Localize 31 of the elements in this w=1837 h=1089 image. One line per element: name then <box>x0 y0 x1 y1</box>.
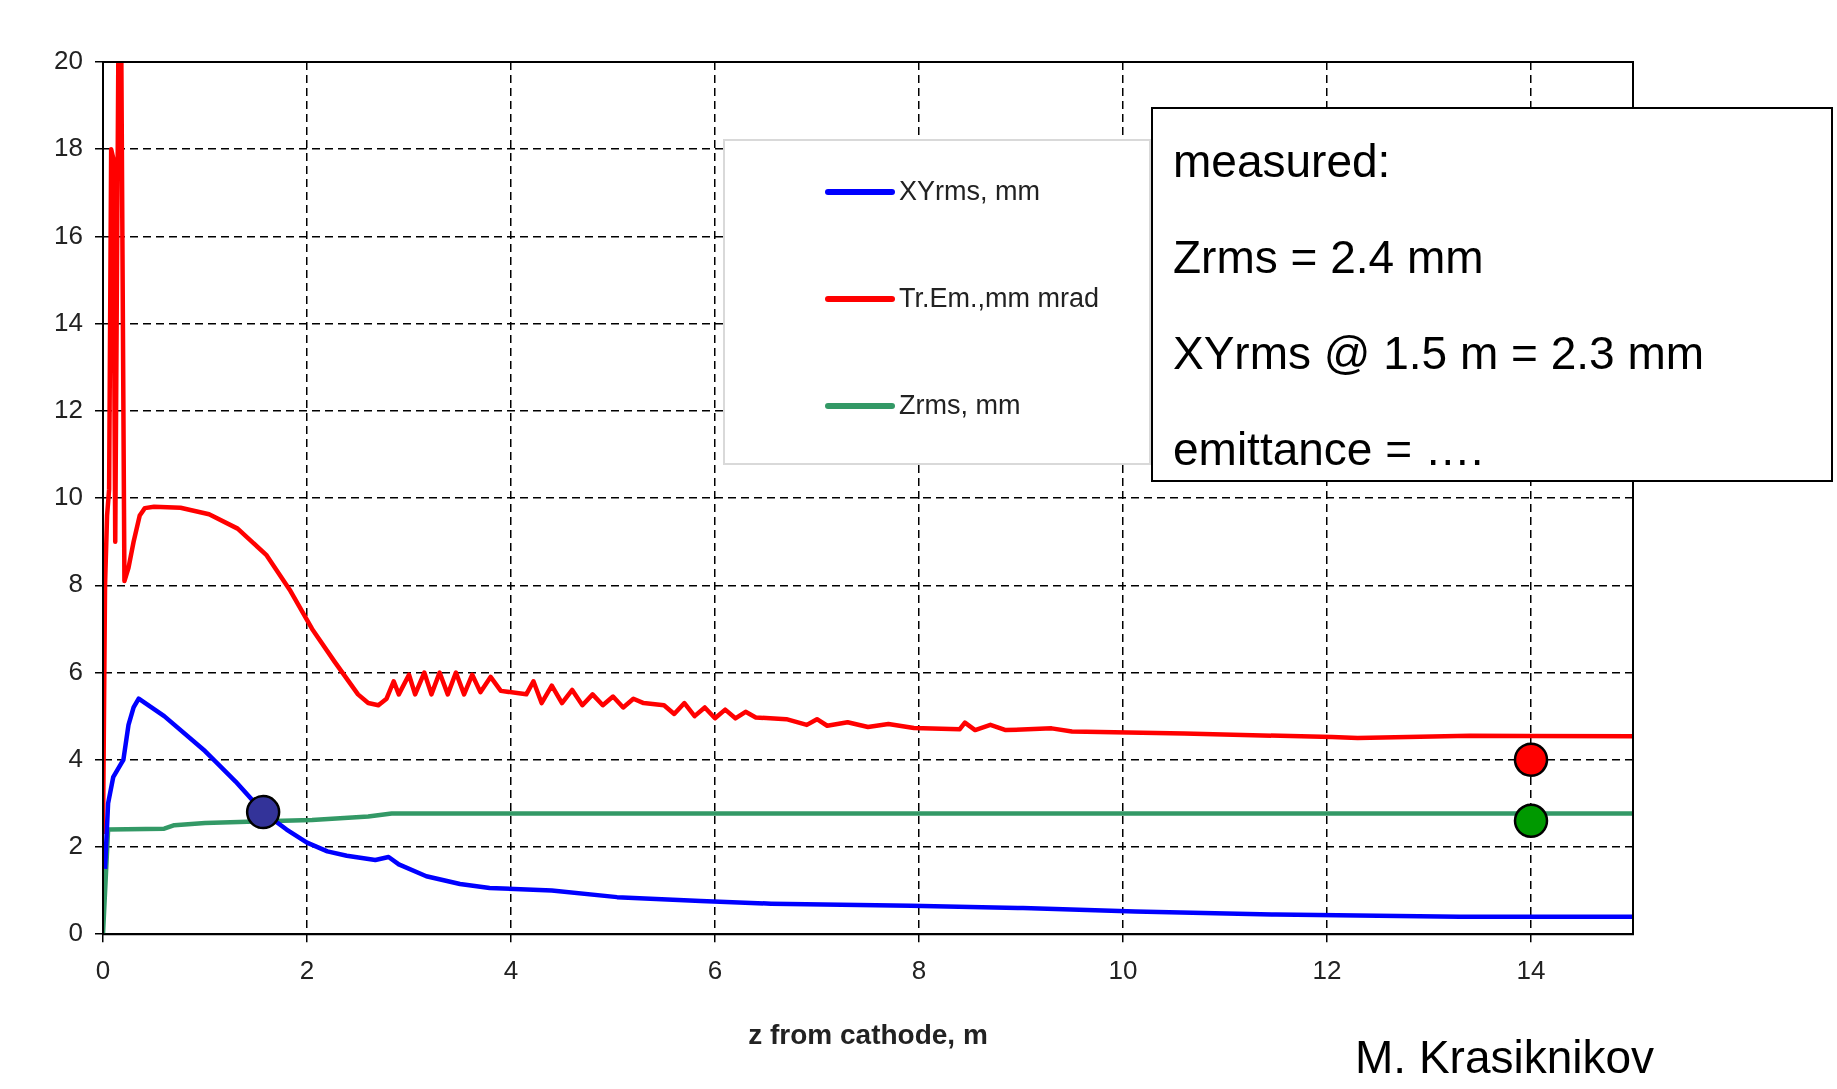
legend-label: Tr.Em.,mm mrad <box>899 283 1099 314</box>
legend-label: XYrms, mm <box>899 176 1040 207</box>
annotation: measured: <box>1173 134 1392 189</box>
annotation: emittance = …. <box>1173 422 1485 477</box>
y-tick-label: 2 <box>68 830 83 861</box>
x-tick-label: 12 <box>1312 954 1342 985</box>
point <box>1513 742 1549 778</box>
y-tick-label: 0 <box>68 917 83 948</box>
point <box>245 794 281 830</box>
annotation: XYrms @ 1.5 m = 2.3 mm <box>1173 326 1706 381</box>
y-tick-label: 10 <box>54 481 83 512</box>
y-tick-label: 6 <box>68 655 83 686</box>
y-tick-label: 16 <box>54 219 83 250</box>
y-tick-label: 14 <box>54 306 83 337</box>
x-tick-label: 2 <box>299 954 315 985</box>
point <box>1513 803 1549 839</box>
y-tick-label: 4 <box>68 742 83 773</box>
y-tick-label: 8 <box>68 568 83 599</box>
x-tick-label: 4 <box>503 954 519 985</box>
text: M. Krasiknikov <box>1355 1030 1655 1084</box>
x-tick-label: 6 <box>707 954 723 985</box>
x-tick-label: 0 <box>95 954 111 985</box>
y-tick-label: 18 <box>54 132 83 163</box>
annotation: Zrms = 2.4 mm <box>1173 230 1485 285</box>
legend-label: Zrms, mm <box>899 390 1021 421</box>
y-tick-label: 20 <box>54 45 83 76</box>
x-tick-label: 10 <box>1108 954 1138 985</box>
x-tick-label: 8 <box>911 954 927 985</box>
y-tick-label: 12 <box>54 394 83 425</box>
x-tick-label: 14 <box>1516 954 1546 985</box>
x-axis-title: z from cathode, m <box>748 1018 988 1050</box>
